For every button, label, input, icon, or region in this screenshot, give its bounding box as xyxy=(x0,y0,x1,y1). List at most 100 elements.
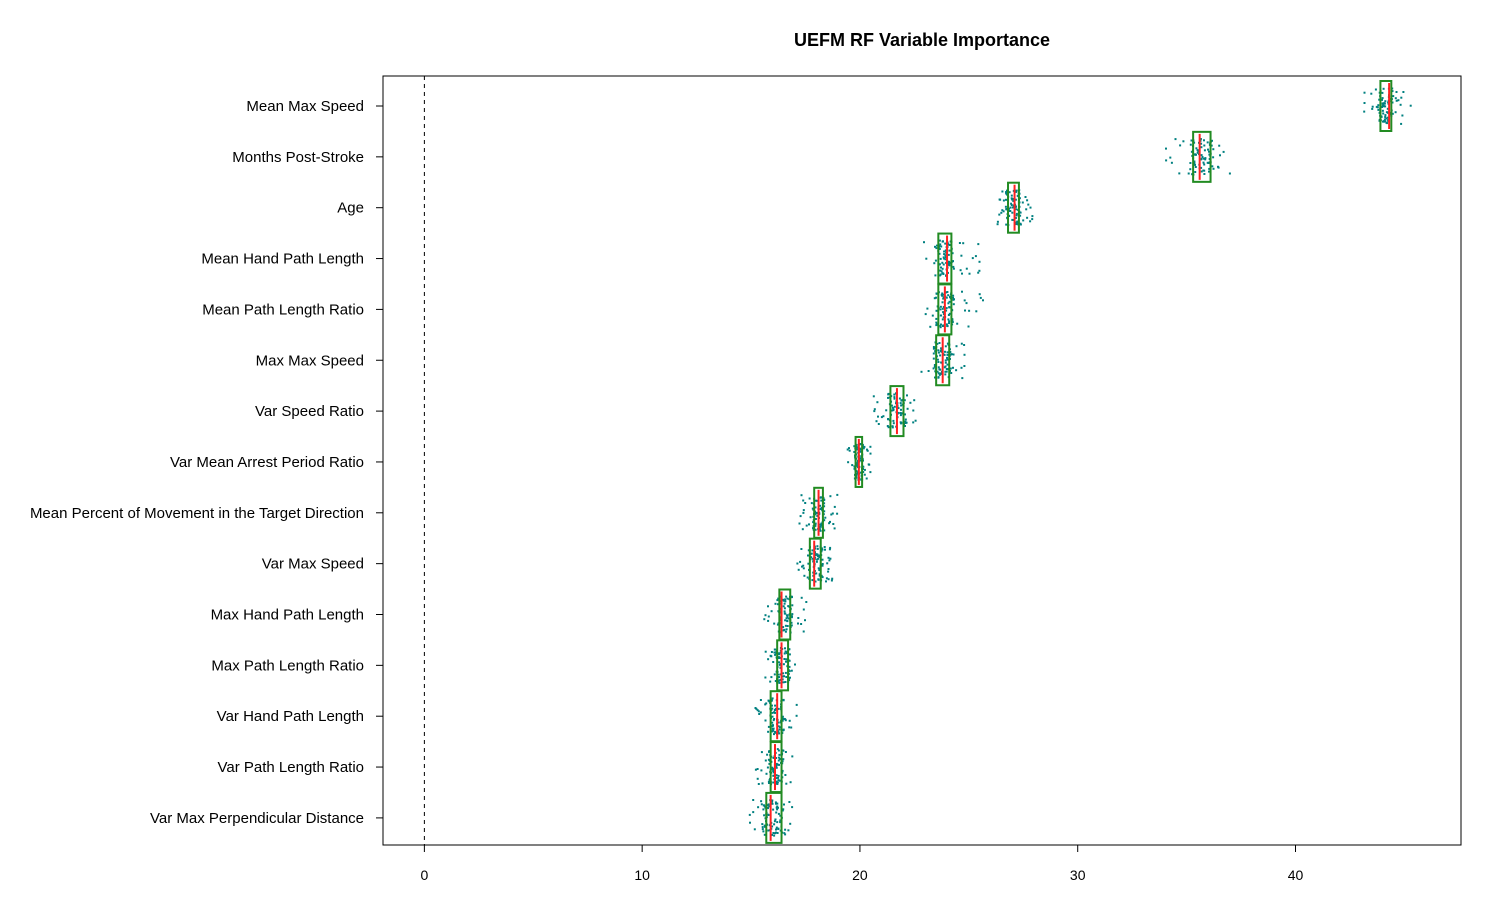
importance-point xyxy=(759,711,762,714)
importance-point xyxy=(900,408,902,411)
importance-point xyxy=(946,342,949,345)
importance-point xyxy=(1371,107,1374,110)
importance-point xyxy=(1203,139,1205,142)
importance-point xyxy=(1401,114,1404,117)
importance-point xyxy=(1394,97,1397,100)
importance-point xyxy=(942,296,945,299)
importance-point xyxy=(807,562,810,565)
importance-point xyxy=(1203,144,1206,147)
importance-point xyxy=(941,307,944,310)
importance-point xyxy=(784,671,787,674)
importance-point xyxy=(855,472,858,475)
importance-point xyxy=(767,814,770,816)
importance-point xyxy=(944,254,947,257)
importance-point xyxy=(897,407,900,410)
importance-point xyxy=(964,309,966,312)
importance-point xyxy=(853,467,856,470)
importance-point xyxy=(810,502,813,505)
importance-point xyxy=(773,651,776,654)
importance-point xyxy=(818,554,821,557)
importance-point xyxy=(979,296,982,299)
importance-point xyxy=(1409,104,1412,107)
importance-point xyxy=(778,663,781,666)
importance-point xyxy=(862,471,865,473)
importance-point xyxy=(783,675,786,678)
importance-point xyxy=(948,312,951,315)
importance-point xyxy=(873,408,876,411)
importance-point xyxy=(790,669,793,672)
importance-point xyxy=(823,498,826,501)
importance-point xyxy=(829,495,832,498)
importance-point xyxy=(912,409,915,412)
importance-box xyxy=(776,639,790,692)
importance-point xyxy=(887,426,890,429)
importance-point xyxy=(948,263,950,266)
importance-point xyxy=(818,523,821,526)
variable-label: Var Max Perpendicular Distance xyxy=(150,810,364,827)
importance-point xyxy=(825,580,827,583)
importance-point xyxy=(963,344,966,346)
importance-point xyxy=(756,768,759,770)
variable-label: Var Hand Path Length xyxy=(217,708,364,725)
importance-point xyxy=(763,814,766,817)
importance-point xyxy=(817,578,820,581)
importance-point xyxy=(944,373,947,376)
importance-point xyxy=(1005,208,1008,210)
importance-point xyxy=(763,805,766,808)
importance-point xyxy=(762,830,765,833)
importance-point xyxy=(940,347,943,350)
importance-point xyxy=(760,803,763,806)
importance-point xyxy=(880,416,883,419)
importance-point xyxy=(759,699,762,701)
importance-point xyxy=(827,568,830,570)
importance-point xyxy=(947,243,950,246)
importance-point xyxy=(967,325,970,328)
importance-point xyxy=(935,247,938,250)
importance-point xyxy=(786,619,789,622)
importance-point xyxy=(771,711,774,714)
importance-point xyxy=(941,318,944,321)
importance-point xyxy=(814,553,817,556)
importance-point xyxy=(800,548,803,550)
importance-point xyxy=(785,676,788,678)
importance-point xyxy=(814,580,817,583)
importance-point xyxy=(906,394,908,397)
importance-point xyxy=(953,298,955,301)
importance-point xyxy=(963,353,966,356)
importance-point xyxy=(935,292,938,295)
importance-point xyxy=(775,774,778,777)
importance-point xyxy=(823,502,826,505)
importance-point xyxy=(859,443,862,445)
importance-point xyxy=(1015,208,1018,211)
importance-point xyxy=(766,804,769,807)
importance-point xyxy=(811,507,814,510)
importance-point xyxy=(781,749,784,752)
importance-point xyxy=(820,547,823,550)
importance-point xyxy=(978,269,981,272)
importance-point xyxy=(756,777,759,780)
importance-point xyxy=(788,719,791,722)
importance-point xyxy=(795,703,798,706)
importance-point xyxy=(802,564,805,567)
importance-point xyxy=(998,213,1001,216)
importance-point xyxy=(797,622,799,625)
importance-point xyxy=(946,291,949,293)
importance-point xyxy=(936,342,939,345)
importance-point xyxy=(1392,95,1395,98)
importance-point xyxy=(771,825,774,828)
importance-point xyxy=(1008,215,1011,217)
importance-point xyxy=(1191,173,1194,176)
importance-point xyxy=(1196,151,1199,154)
importance-point xyxy=(960,342,963,345)
importance-point xyxy=(790,595,793,598)
importance-point xyxy=(952,265,955,268)
importance-point xyxy=(1382,104,1385,107)
importance-point xyxy=(939,368,942,371)
importance-point xyxy=(800,494,803,497)
importance-point xyxy=(961,377,964,380)
importance-point xyxy=(890,404,893,407)
importance-point xyxy=(789,822,792,825)
importance-point xyxy=(828,548,831,551)
importance-point xyxy=(774,801,777,804)
importance-point xyxy=(753,828,756,831)
